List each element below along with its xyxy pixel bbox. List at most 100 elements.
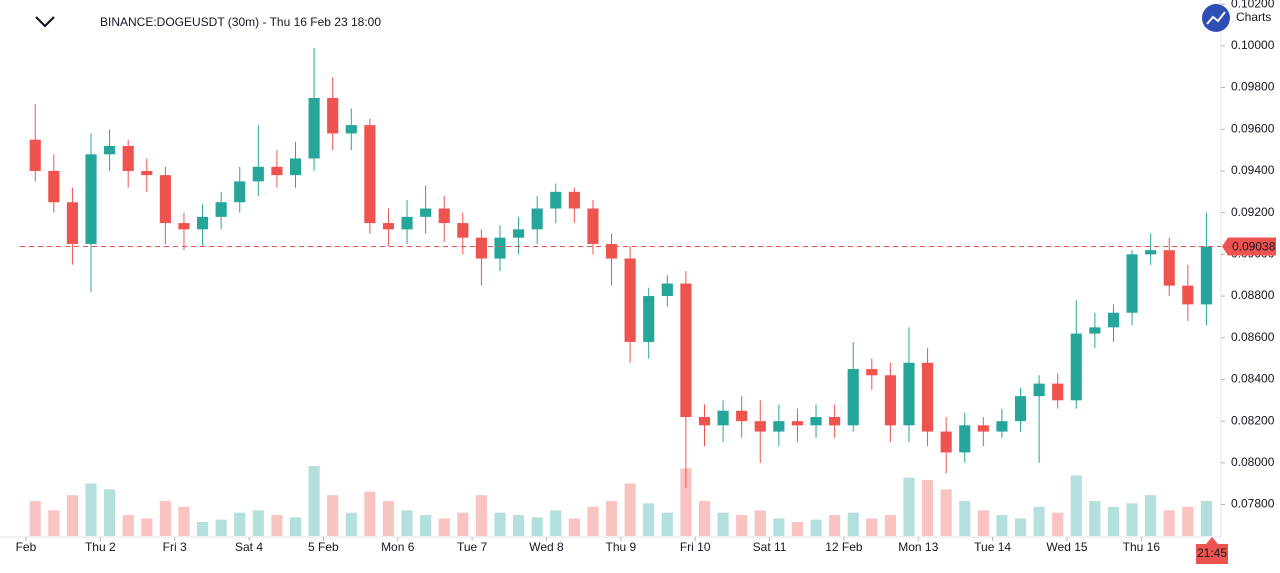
x-tick-label: 12 Feb [825, 540, 863, 554]
candle-body [791, 421, 804, 426]
volume-bar [420, 515, 432, 536]
volume-bar [1089, 501, 1101, 536]
x-tick-label: Thu 9 [605, 540, 636, 554]
volume-bar [382, 501, 395, 536]
volume-bar [289, 517, 302, 536]
volume-bar [104, 489, 116, 536]
y-tick-label: 0.07800 [1231, 497, 1275, 511]
charts-button[interactable]: Charts [1202, 4, 1271, 32]
volume-bar [717, 512, 729, 536]
volume-bar [661, 512, 673, 536]
charts-logo [1202, 4, 1230, 32]
volume-bar [587, 506, 599, 536]
candle-body [866, 369, 878, 376]
x-tick-label: Feb [16, 540, 37, 554]
candle-body [382, 223, 395, 230]
candle-body [345, 125, 357, 134]
volume-bar [1014, 518, 1027, 536]
x-tick-label: Mon 13 [898, 540, 938, 554]
x-tick-label: Fri 10 [680, 540, 711, 554]
candle-body [959, 425, 971, 453]
x-tick-label: Thu 2 [85, 540, 116, 554]
volume-bar [605, 501, 618, 536]
candle-body [736, 410, 748, 422]
volume-bar [252, 510, 264, 536]
volume-bar [531, 517, 543, 536]
volume-bar [1145, 495, 1157, 536]
x-tick-label: 5 Feb [308, 540, 339, 554]
candle-body [438, 208, 450, 224]
volume-bar [475, 495, 487, 536]
current-time-tag [1196, 537, 1228, 564]
y-tick-label: 0.09200 [1231, 205, 1275, 219]
volume-bar [345, 512, 357, 536]
x-tick-label: Thu 16 [1123, 540, 1161, 554]
volume-bar [847, 512, 859, 536]
candle-body [717, 410, 729, 426]
last-price-label: 0.09038 [1232, 240, 1276, 254]
volume-bar [866, 518, 878, 536]
candle-body [234, 181, 246, 203]
volume-bar [29, 501, 41, 536]
candle-body [122, 145, 134, 171]
volume-bar [215, 519, 227, 536]
volume-bar [568, 518, 580, 536]
candle-body [1107, 312, 1120, 328]
candle-body [327, 97, 339, 134]
volume-bar [643, 503, 655, 536]
candle-body [884, 375, 896, 426]
y-tick-label: 0.09800 [1231, 80, 1275, 94]
candle-body [568, 191, 580, 209]
candle-body [215, 202, 227, 217]
volume-bar [308, 466, 320, 536]
candle-body [48, 170, 60, 203]
collapse-icon[interactable] [35, 16, 55, 28]
candle-body [1070, 333, 1082, 401]
volume-bar [196, 522, 209, 536]
charts-button-label: Charts [1236, 10, 1271, 24]
chart-title: BINANCE:DOGEUSDT (30m) - Thu 16 Feb 23 1… [100, 15, 381, 29]
y-tick-label: 0.08800 [1231, 288, 1275, 302]
volume-bar [1070, 475, 1082, 536]
y-tick-label: 0.08200 [1231, 413, 1275, 427]
candle-body [475, 237, 487, 259]
volume-bar [457, 512, 469, 536]
last-price-tag [1222, 237, 1276, 256]
candle-body [457, 223, 469, 238]
volume-bar [791, 522, 804, 536]
candle-body [1163, 250, 1175, 286]
candle-body [196, 216, 209, 230]
candle-body [996, 421, 1008, 432]
candle-body [141, 170, 153, 176]
volume-bar [996, 515, 1008, 536]
volume-bar [680, 468, 692, 536]
candle-body [252, 166, 264, 182]
candle-body [754, 421, 766, 432]
x-tick-label: Wed 8 [529, 540, 564, 554]
candle-body [159, 175, 171, 224]
x-tick-label: Tue 14 [974, 540, 1011, 554]
volume-bar [364, 491, 376, 536]
volume-bar [1126, 503, 1138, 536]
candle-body [773, 421, 785, 432]
candle-body [550, 191, 562, 209]
candle-body [401, 216, 413, 230]
candle-body [903, 362, 915, 426]
volume-bar [1107, 506, 1120, 536]
y-tick-label: 0.09400 [1231, 163, 1275, 177]
x-tick-label: Tue 7 [457, 540, 488, 554]
x-tick-label: Fri 3 [163, 540, 187, 554]
volume-bar [829, 515, 841, 536]
volume-bar [773, 518, 785, 536]
candle-body [1014, 396, 1027, 422]
volume-bar [550, 510, 562, 536]
volume-bar [698, 501, 711, 536]
candle-body [271, 166, 283, 176]
x-tick-label: Sat 11 [753, 540, 787, 554]
candle-body [1200, 246, 1212, 305]
candle-body [624, 258, 636, 342]
volume-bar [736, 515, 748, 536]
candle-body [1033, 383, 1045, 397]
candle-body [643, 296, 655, 342]
